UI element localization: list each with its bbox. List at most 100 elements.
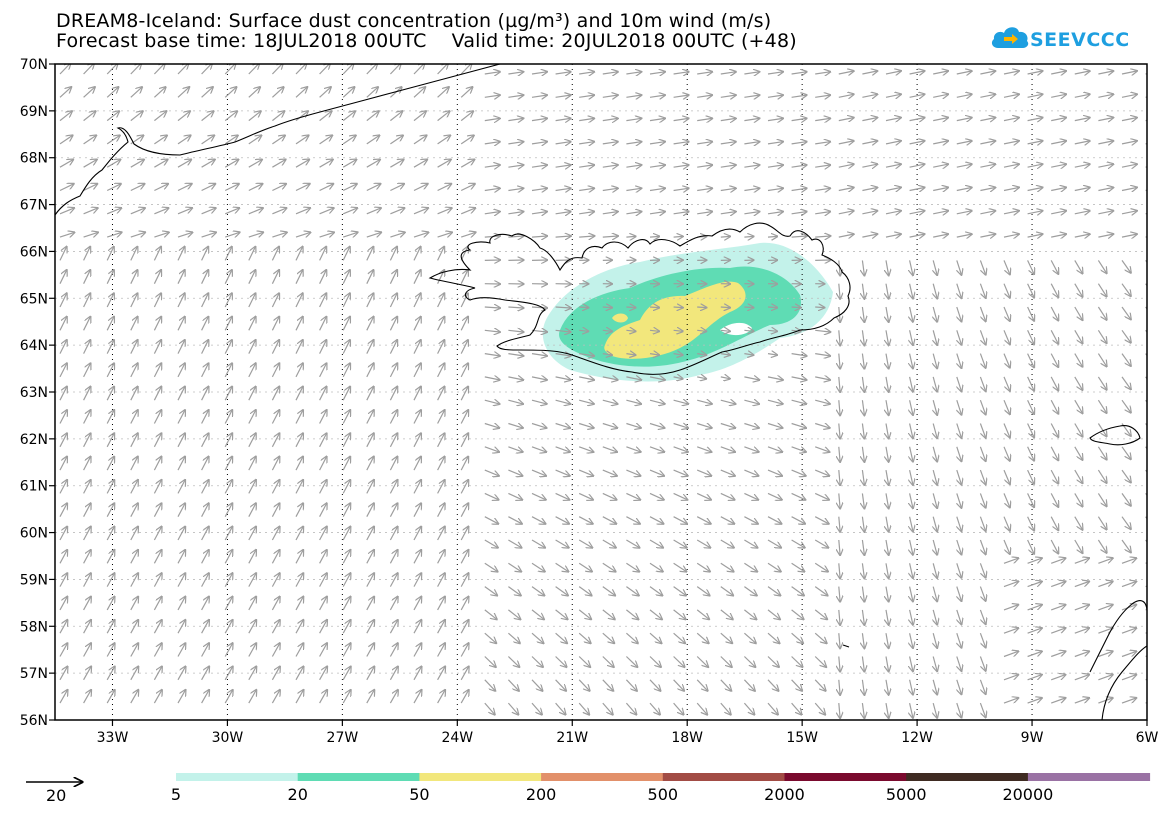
wind-arrow [578, 469, 593, 476]
wind-arrow [815, 307, 824, 308]
wind-arrow [626, 586, 638, 596]
wind-arrow [106, 480, 114, 494]
wind-arrow [1051, 141, 1066, 144]
wind-arrow [413, 160, 427, 168]
wind-arrow [460, 457, 468, 471]
wind-arrow [910, 539, 913, 555]
wind-arrow [153, 364, 161, 378]
wind-arrow [154, 160, 167, 168]
wind-arrow [271, 87, 283, 98]
wind-arrow [555, 212, 571, 214]
lat-label: 63N [20, 385, 48, 401]
wind-arrow [248, 87, 260, 98]
wind-arrow [342, 208, 357, 215]
wind-arrow [271, 527, 279, 541]
wind-arrow [271, 434, 279, 448]
wind-arrow [224, 527, 232, 541]
wind-arrow [649, 400, 665, 404]
wind-arrow [319, 317, 327, 331]
wind-arrow [1051, 164, 1066, 167]
wind-arrow [910, 586, 913, 602]
wind-arrow [862, 353, 864, 369]
wind-arrow [673, 492, 688, 499]
wind-arrow [1003, 558, 1018, 564]
wind-arrow [59, 87, 71, 98]
wind-arrow [744, 400, 759, 404]
wind-arrow [1050, 330, 1058, 343]
wind-arrow [106, 87, 118, 98]
wind-arrow [225, 232, 239, 237]
wind-arrow [626, 330, 635, 331]
wind-arrow [579, 330, 588, 331]
wind-arrow [271, 364, 279, 378]
legend-label: 500 [647, 785, 679, 804]
wind-arrow [602, 142, 618, 144]
legend-label: 200 [525, 785, 557, 804]
wind-arrow [366, 527, 374, 541]
wind-arrow [508, 188, 523, 190]
wind-arrow [295, 87, 307, 98]
wind-arrow [413, 111, 426, 122]
wind-arrow [1074, 329, 1083, 343]
wind-arrow [626, 446, 640, 452]
wind-arrow [153, 573, 161, 587]
wind-arrow [106, 136, 119, 145]
wind-arrow [153, 504, 161, 517]
wind-arrow [201, 160, 215, 168]
wind-arrow [460, 364, 468, 378]
wind-arrow [366, 410, 374, 424]
wind-arrow [1074, 260, 1083, 273]
wind-arrow [862, 118, 877, 121]
wind-arrow [791, 354, 807, 356]
wind-arrow [153, 410, 161, 424]
wind-arrow [649, 236, 659, 237]
wind-arrow [1074, 71, 1090, 74]
wind-arrow [271, 410, 279, 424]
wind-arrow [886, 446, 889, 462]
wind-arrow [201, 434, 209, 448]
wind-arrow [886, 493, 889, 508]
wind-arrow [767, 188, 783, 190]
wind-arrow [649, 72, 665, 74]
wind-arrow [673, 142, 689, 144]
wind-arrow [295, 64, 306, 75]
wind-arrow [767, 307, 777, 308]
wind-arrow [248, 317, 256, 331]
wind-arrow [1097, 516, 1106, 530]
wind-arrow [413, 232, 428, 237]
wind-arrow [933, 211, 948, 214]
wind-arrow [1074, 376, 1083, 390]
wind-arrow [815, 400, 830, 404]
wind-arrow [1051, 234, 1066, 237]
wind-arrow [177, 340, 185, 354]
wind-arrow [531, 516, 545, 524]
wind-arrow [153, 550, 161, 564]
wind-arrow [130, 317, 138, 331]
wind-arrow [697, 212, 712, 214]
wind-arrow [224, 247, 232, 261]
wind-arrow [177, 457, 185, 471]
wind-arrow [839, 400, 840, 415]
wind-arrow [59, 527, 67, 541]
wind-arrow [248, 364, 256, 378]
wind-arrow [602, 307, 612, 308]
wind-arrow [366, 550, 374, 564]
wind-arrow [460, 340, 468, 354]
wind-arrow [531, 539, 545, 548]
wind-arrow [696, 539, 710, 548]
wind-arrow [1074, 516, 1083, 530]
wind-arrow [555, 188, 571, 190]
wind-arrow [979, 399, 985, 414]
wind-arrow [578, 516, 592, 524]
wind-arrow [555, 492, 570, 499]
wind-arrow [862, 94, 877, 97]
wind-arrow [1121, 353, 1131, 366]
lon-label: 27W [327, 730, 359, 746]
wind-arrow [862, 164, 877, 167]
wind-arrow [1050, 376, 1058, 390]
wind-arrow [885, 118, 901, 121]
wind-arrow [791, 377, 807, 380]
wind-arrow [319, 184, 334, 192]
wind-arrow [484, 118, 500, 120]
wind-arrow [59, 232, 74, 237]
